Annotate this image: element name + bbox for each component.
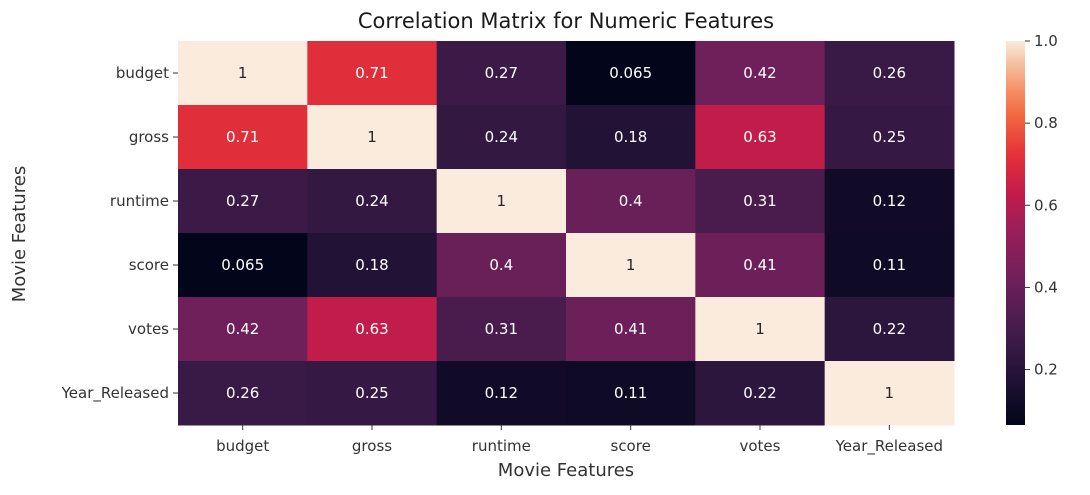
colorbar-tick-label: 0.2 <box>1034 361 1058 379</box>
cell-value-label: 0.42 <box>743 64 776 82</box>
heatmap-cell <box>307 169 438 234</box>
cell-value-label: 0.065 <box>221 256 264 274</box>
cell-value-label: 0.26 <box>226 384 259 402</box>
heatmap-cell <box>178 105 308 170</box>
heatmap-cell <box>824 297 955 362</box>
cell-value-label: 0.4 <box>619 192 643 210</box>
cell-value-label: 0.41 <box>743 256 776 274</box>
cell-value-label: 0.065 <box>609 64 652 82</box>
cell-value-label: 0.25 <box>355 384 388 402</box>
heatmap-cell <box>695 233 826 298</box>
colorbar-ticks: 0.2 0.4 0.6 0.8 1.0 <box>1025 32 1058 379</box>
cell-value-label: 0.41 <box>614 320 647 338</box>
heatmap-cell <box>695 169 826 234</box>
cell-value-label: 0.4 <box>489 256 513 274</box>
cell-value-label: 0.18 <box>355 256 388 274</box>
x-tick-label: score <box>611 437 651 455</box>
cell-value-label: 0.18 <box>614 128 647 146</box>
heatmap-cell <box>178 297 308 362</box>
x-axis-label: Movie Features <box>498 460 634 481</box>
cell-value-label: 0.27 <box>226 192 259 210</box>
cell-value-label: 1 <box>755 320 765 338</box>
cell-value-label: 0.31 <box>485 320 518 338</box>
heatmap-cell <box>178 41 308 106</box>
heatmap-cell <box>178 233 308 298</box>
heatmap-cell <box>307 233 438 298</box>
heatmap-cell <box>436 105 567 170</box>
heatmap-cell <box>695 361 826 426</box>
y-tick-label: Year_Released <box>61 384 169 403</box>
colorbar-tick-label: 0.4 <box>1034 278 1058 296</box>
cell-value-label: 0.25 <box>873 128 906 146</box>
y-axis-label: Movie Features <box>9 166 30 302</box>
cell-value-label: 1 <box>238 64 248 82</box>
cell-value-label: 1 <box>626 256 636 274</box>
x-tick-label: gross <box>352 437 392 455</box>
heatmap-cell <box>566 233 696 298</box>
heatmap-cell <box>695 297 826 362</box>
y-tick-label: budget <box>116 64 169 82</box>
heatmap-cell <box>307 41 438 106</box>
cell-value-label: 0.63 <box>743 128 776 146</box>
heatmap-cell <box>436 169 567 234</box>
heatmap-cell <box>178 361 308 426</box>
heatmap-cell <box>436 233 567 298</box>
y-tick-label: runtime <box>110 192 169 210</box>
y-tick-label: gross <box>129 128 169 146</box>
cell-value-label: 0.12 <box>873 192 906 210</box>
heatmap-cell <box>307 361 438 426</box>
cell-value-label: 0.11 <box>614 384 647 402</box>
cell-value-label: 0.31 <box>743 192 776 210</box>
cell-value-label: 0.26 <box>873 64 906 82</box>
colorbar-tick-label: 0.6 <box>1034 196 1058 214</box>
cell-value-label: 0.24 <box>355 192 388 210</box>
colorbar-tick-label: 0.8 <box>1034 114 1058 132</box>
heatmap-cell <box>436 41 567 106</box>
chart-title: Correlation Matrix for Numeric Features <box>358 9 774 33</box>
heatmap-cell <box>824 105 955 170</box>
heatmap-cell <box>566 361 696 426</box>
x-tick-label: runtime <box>472 437 531 455</box>
cell-value-label: 0.71 <box>226 128 259 146</box>
y-tick-label: score <box>129 256 169 274</box>
cell-value-label: 0.22 <box>743 384 776 402</box>
cell-value-label: 0.63 <box>355 320 388 338</box>
x-tick-label: budget <box>216 437 269 455</box>
cell-value-label: 0.71 <box>355 64 388 82</box>
heatmap-cell <box>566 41 696 106</box>
heatmap-cell <box>566 169 696 234</box>
colorbar-tick-label: 1.0 <box>1034 32 1058 50</box>
y-tick-label: votes <box>128 320 169 338</box>
x-tick-labels: budget gross runtime score votes Year_Release… <box>216 425 943 456</box>
y-tick-labels: budget gross runtime score votes Year_Release… <box>61 64 178 403</box>
heatmap-cell <box>824 233 955 298</box>
heatmap-cell <box>824 169 955 234</box>
heatmap-cell <box>436 361 567 426</box>
cell-value-label: 0.24 <box>485 128 518 146</box>
heatmap-cell <box>824 41 955 106</box>
heatmap-cells: 1 0.71 0.27 0.065 0.42 0.26 0.71 1 0.24 0.18 0.63 0… <box>178 41 955 426</box>
heatmap-cell <box>436 297 567 362</box>
cell-value-label: 0.22 <box>873 320 906 338</box>
heatmap-cell <box>307 105 438 170</box>
cell-value-label: 0.12 <box>485 384 518 402</box>
cell-value-label: 1 <box>367 128 377 146</box>
cell-value-label: 1 <box>885 384 895 402</box>
heatmap-cell <box>307 297 438 362</box>
heatmap-cell <box>178 169 308 234</box>
cell-value-label: 0.42 <box>226 320 259 338</box>
x-tick-label: votes <box>740 437 781 455</box>
cell-value-label: 1 <box>497 192 507 210</box>
heatmap-cell <box>695 105 826 170</box>
cell-value-label: 0.11 <box>873 256 906 274</box>
colorbar <box>1006 41 1025 425</box>
heatmap-cell <box>695 41 826 106</box>
heatmap-cell <box>566 297 696 362</box>
x-tick-label: Year_Released <box>835 437 943 456</box>
cell-value-label: 0.27 <box>485 64 518 82</box>
heatmap-cell <box>566 105 696 170</box>
heatmap-cell <box>824 361 955 426</box>
